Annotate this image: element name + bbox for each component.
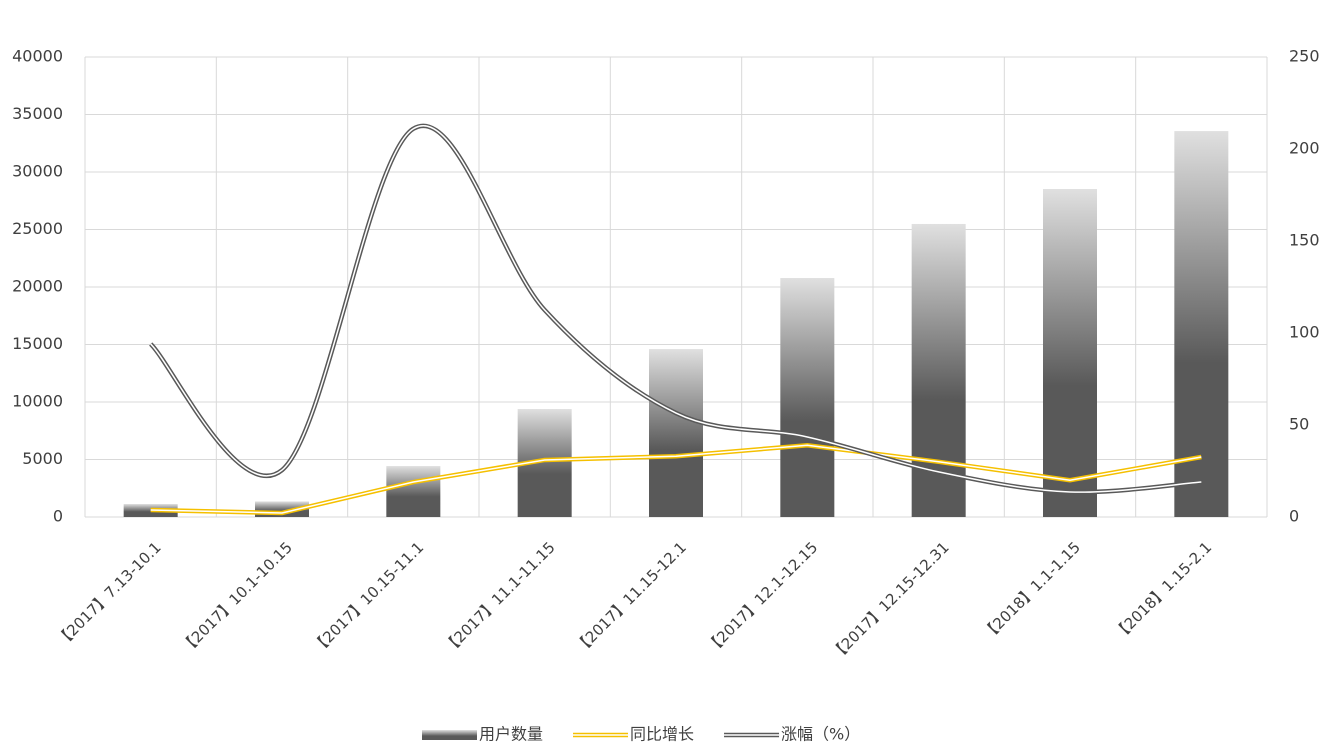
legend-label: 用户数量 xyxy=(479,725,543,744)
y-tick-label: 20000 xyxy=(12,277,63,296)
y2-tick-label: 50 xyxy=(1289,415,1309,434)
y-tick-label: 40000 xyxy=(12,47,63,66)
y-tick-label: 0 xyxy=(53,507,63,526)
y-tick-label: 30000 xyxy=(12,162,63,181)
bar xyxy=(1174,131,1229,517)
y2-tick-label: 0 xyxy=(1289,507,1299,526)
legend-swatch xyxy=(422,730,477,740)
y-tick-label: 35000 xyxy=(12,104,63,123)
y-tick-label: 15000 xyxy=(12,334,63,353)
y2-tick-label: 150 xyxy=(1289,231,1320,250)
x-tick-label: 【2017】11.15-12.1 xyxy=(571,538,690,657)
y2-tick-label: 250 xyxy=(1289,47,1320,66)
bar xyxy=(649,349,703,517)
bar xyxy=(1043,189,1097,517)
x-tick-label: 【2018】1.1-1.15 xyxy=(979,538,1084,643)
x-tick-label: 【2017】10.1-10.15 xyxy=(177,538,296,657)
y-tick-label: 25000 xyxy=(12,219,63,238)
x-tick-label: 【2017】11.1-11.15 xyxy=(440,538,559,657)
x-tick-label: 【2018】1.15-2.1 xyxy=(1110,538,1215,643)
y2-tick-label: 200 xyxy=(1289,139,1320,158)
legend-label: 涨幅（%） xyxy=(781,725,860,744)
bar xyxy=(386,466,441,517)
bar xyxy=(780,278,835,517)
y-tick-label: 10000 xyxy=(12,392,63,411)
x-tick-label: 【2017】12.15-12.31 xyxy=(827,538,953,664)
line-inner xyxy=(150,125,1202,493)
y2-tick-label: 100 xyxy=(1289,323,1320,342)
x-tick-label: 【2017】12.1-12.15 xyxy=(703,538,822,657)
legend-label: 同比增长 xyxy=(630,725,694,744)
x-tick-label: 【2017】10.15-11.1 xyxy=(309,538,428,657)
x-tick-label: 【2017】7.13-10.1 xyxy=(53,538,165,650)
line-inner xyxy=(150,444,1202,514)
y-tick-label: 5000 xyxy=(22,449,63,468)
